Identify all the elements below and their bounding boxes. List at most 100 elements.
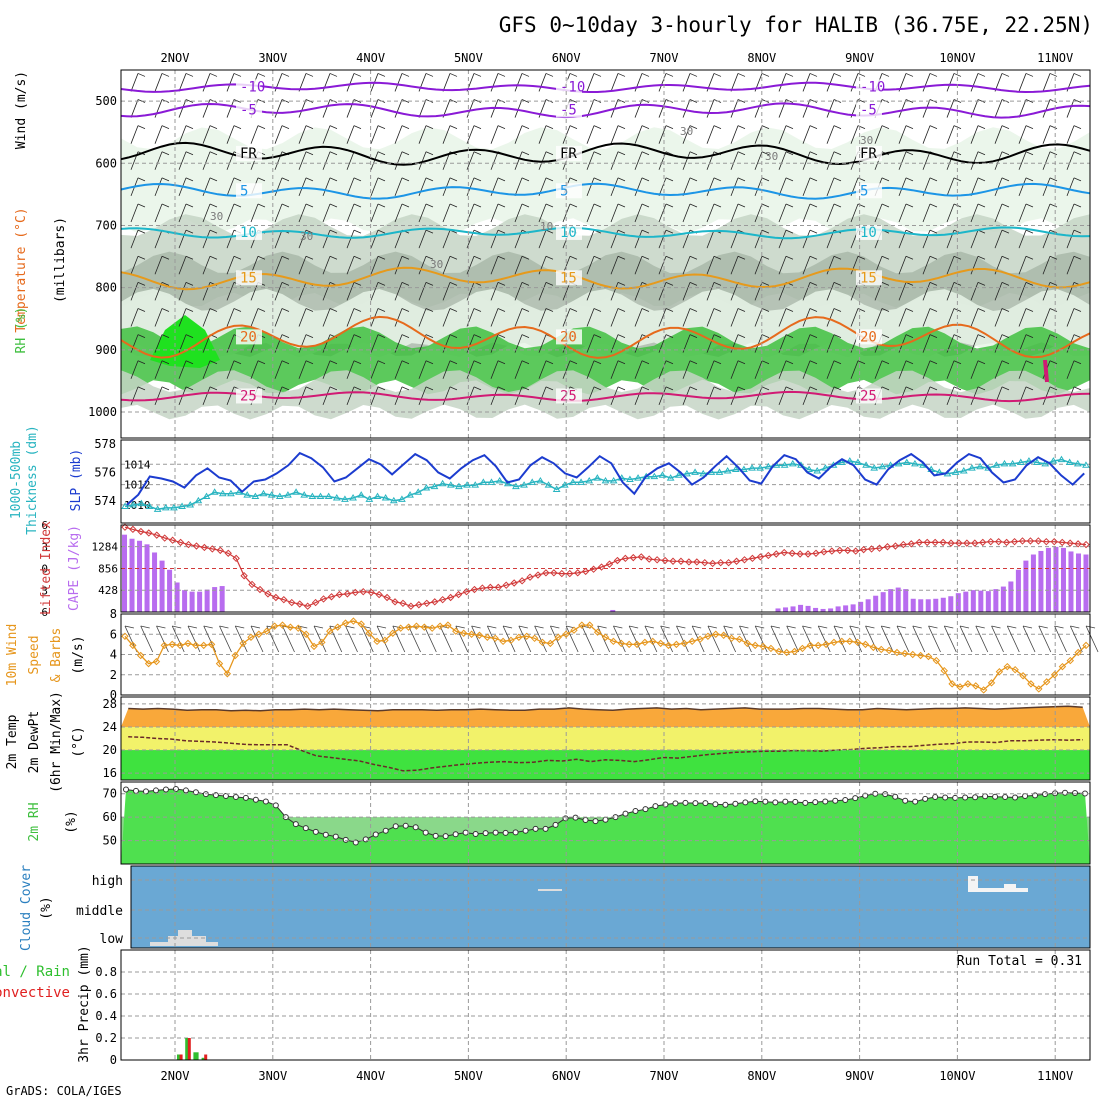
- wind-barb: [634, 360, 650, 379]
- wind-barb: [154, 386, 170, 405]
- thickness-tick-label: 574: [94, 494, 116, 508]
- wind-speed-point: [775, 647, 783, 656]
- wind-barb: [898, 177, 914, 197]
- rh-point: [352, 839, 359, 846]
- isotherm-label: -5: [240, 102, 257, 118]
- wind-barb: [706, 177, 722, 197]
- wind-barb: [274, 360, 290, 379]
- isotherm-label: -5: [860, 102, 877, 118]
- rh-point: [422, 829, 429, 836]
- li-point: [335, 590, 344, 599]
- li-point: [796, 550, 804, 558]
- isotherm-label-bg: [856, 270, 882, 286]
- rh-point: [162, 786, 169, 793]
- thickness-point: [560, 481, 569, 488]
- y-tick-label: 1000: [88, 405, 117, 419]
- li-point: [994, 537, 1003, 546]
- thickness-point: [121, 502, 129, 509]
- rh-point: [602, 816, 609, 823]
- li-point: [764, 551, 773, 560]
- wind-barb: [202, 203, 218, 223]
- date-label-bottom: 7NOV: [650, 1069, 679, 1083]
- rh-area: [121, 789, 1090, 864]
- wind-speed-point: [436, 622, 444, 630]
- wind-barb: [130, 334, 146, 353]
- li-point: [359, 587, 367, 596]
- wind-barb: [298, 203, 314, 223]
- wind-barb: [154, 125, 170, 144]
- wind-barb: [322, 73, 338, 92]
- li-point: [581, 567, 590, 576]
- wind-speed-point: [956, 683, 964, 691]
- wind-speed-point: [853, 638, 862, 647]
- wind-speed-point: [294, 624, 302, 632]
- cape-bar: [1075, 553, 1081, 612]
- wind-speed-point: [318, 638, 326, 647]
- rh-point: [862, 792, 869, 799]
- wind-speed-point: [184, 639, 192, 648]
- wind-barb: [754, 125, 770, 144]
- li-point: [669, 557, 677, 565]
- wind-barb: [322, 255, 338, 275]
- wind-barb: [898, 125, 914, 144]
- axis-label: CAPE (J/kg): [67, 525, 82, 611]
- isotherm-label-bg: [856, 388, 882, 404]
- wind-barb: [130, 203, 146, 223]
- wind-barb: [274, 308, 290, 327]
- date-label-top: 11NOV: [1037, 51, 1073, 65]
- thickness-point: [178, 502, 186, 509]
- thickness-point: [251, 492, 260, 500]
- thickness-point: [381, 493, 390, 501]
- y-tick-label: 500: [95, 94, 117, 108]
- wind-barb: [730, 125, 746, 144]
- wind-barb: [1018, 281, 1034, 301]
- li-point: [200, 543, 209, 552]
- wind-barb: [778, 177, 794, 197]
- li-point: [828, 547, 836, 555]
- wind-barb: [370, 151, 386, 170]
- wind-barb: [370, 255, 386, 275]
- li-point: [375, 590, 383, 599]
- rh-point: [732, 800, 739, 807]
- isotherm-label-bg: [556, 102, 582, 118]
- wind-barb: [219, 625, 232, 653]
- wind-barb: [850, 360, 866, 379]
- wind-barb: [130, 308, 146, 327]
- cape-bar: [189, 591, 195, 612]
- wind-barb: [274, 203, 290, 223]
- wind-speed-point: [381, 636, 389, 645]
- thickness-point: [137, 499, 146, 507]
- wind-barb: [346, 203, 362, 223]
- li-point: [121, 523, 129, 531]
- wind-barb: [682, 255, 698, 275]
- wind-barb: [154, 255, 170, 275]
- li-point: [176, 538, 185, 547]
- thickness-point: [308, 492, 317, 500]
- wind-barb: [250, 625, 264, 653]
- slp-tick-label: 1012: [124, 479, 151, 492]
- rh-point: [362, 836, 369, 843]
- thickness-point: [683, 469, 691, 477]
- wind-speed-point: [625, 640, 633, 649]
- wind-barb: [226, 255, 242, 275]
- wind-speed-point: [767, 644, 775, 653]
- cape-bar: [835, 606, 841, 612]
- wind-barb: [322, 308, 338, 327]
- wind-barb: [1066, 360, 1082, 379]
- wind-barb: [826, 99, 842, 118]
- cape-bar: [122, 534, 128, 612]
- cape-bar: [873, 595, 879, 612]
- thickness-point: [528, 478, 537, 485]
- wind-barb: [346, 229, 362, 249]
- thickness-point: [1049, 457, 1058, 464]
- li-point: [1066, 539, 1074, 547]
- wind-barb: [634, 386, 650, 405]
- wind-barb: [226, 360, 242, 379]
- rh-point: [1012, 794, 1019, 801]
- wind-speed-point: [979, 686, 988, 694]
- wind-speed-point: [420, 623, 429, 631]
- thickness-point: [788, 459, 797, 467]
- wind-barb: [898, 308, 914, 327]
- rh-point: [122, 786, 129, 793]
- rh-point: [472, 831, 479, 838]
